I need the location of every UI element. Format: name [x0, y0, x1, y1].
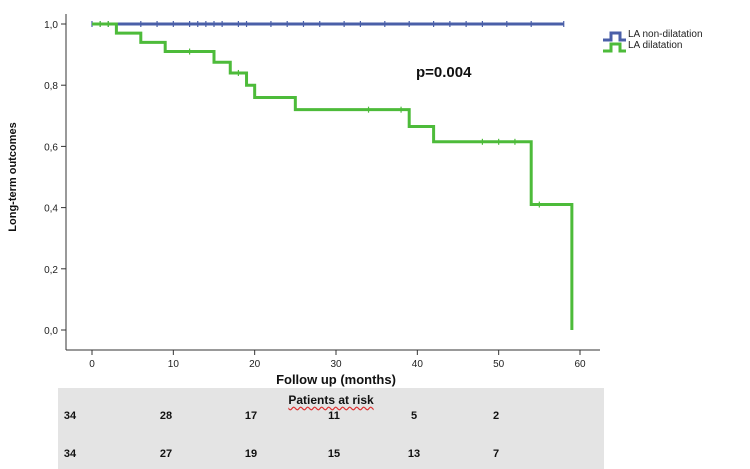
- axes: 0 10 20 30 40 50 60 0,0 0,2 0,4 0,6 0,8 1,0: [44, 14, 600, 370]
- legend-item-la-dilatation: LA dilatation: [603, 40, 683, 53]
- risk-cell: 11: [328, 410, 340, 422]
- x-axis-title: Follow up (months): [276, 372, 396, 387]
- y-axis-title: Long-term outcomes: [7, 122, 19, 231]
- risk-cell: 28: [159, 410, 173, 422]
- plot-area: [91, 21, 574, 330]
- x-tick-label: 40: [412, 359, 424, 370]
- legend-item-la-non-dilatation: LA non-dilatation: [603, 29, 703, 42]
- patients-at-risk-table: Patients at risk 34 28 17 11 5 2 34 27 19 15 13 7: [58, 388, 604, 469]
- risk-cell: 13: [407, 448, 421, 460]
- x-tick-label: 20: [249, 359, 261, 370]
- legend-label: LA non-dilatation: [628, 29, 703, 40]
- survival-chart: 0 10 20 30 40 50 60 0,0 0,2 0,4 0,6 0,8 1,0 Follow u…: [7, 14, 703, 387]
- x-tick-label: 60: [574, 359, 586, 370]
- x-tick-label: 50: [493, 359, 505, 370]
- legend-swatch-blue: [603, 31, 626, 42]
- survival-step-line: [92, 22, 574, 330]
- risk-cell: 17: [244, 410, 258, 422]
- y-tick-label: 0,0: [44, 326, 58, 337]
- x-tick-label: 0: [89, 359, 95, 370]
- risk-row-non-dilatation: 34 28 17 11 5 2: [58, 410, 604, 426]
- legend-label: LA dilatation: [628, 40, 683, 51]
- risk-cell: 15: [327, 448, 341, 460]
- x-tick-label: 30: [330, 359, 342, 370]
- y-tick-label: 0,4: [44, 204, 58, 215]
- risk-cell: 27: [159, 448, 173, 460]
- y-tick-label: 0,8: [44, 81, 58, 92]
- y-tick-label: 1,0: [44, 20, 58, 31]
- legend-swatch-green: [603, 42, 626, 53]
- legend: LA non-dilatation LA dilatation: [603, 29, 703, 53]
- risk-cell: 19: [244, 448, 258, 460]
- p-value-annotation: p=0.004: [416, 64, 472, 81]
- risk-cell: 34: [63, 448, 77, 460]
- risk-table-title: Patients at risk: [288, 393, 374, 407]
- y-tick-label: 0,2: [44, 265, 58, 276]
- x-tick-label: 10: [168, 359, 180, 370]
- risk-cell: 7: [492, 448, 500, 460]
- y-tick-label: 0,6: [44, 142, 58, 153]
- risk-row-dilatation: 34 27 19 15 13 7: [58, 448, 604, 464]
- risk-cell: 5: [410, 410, 418, 422]
- series-la-dilatation: [92, 21, 574, 330]
- risk-cell: 34: [63, 410, 77, 422]
- series-la-non-dilatation: [91, 21, 565, 27]
- risk-cell: 2: [492, 410, 500, 422]
